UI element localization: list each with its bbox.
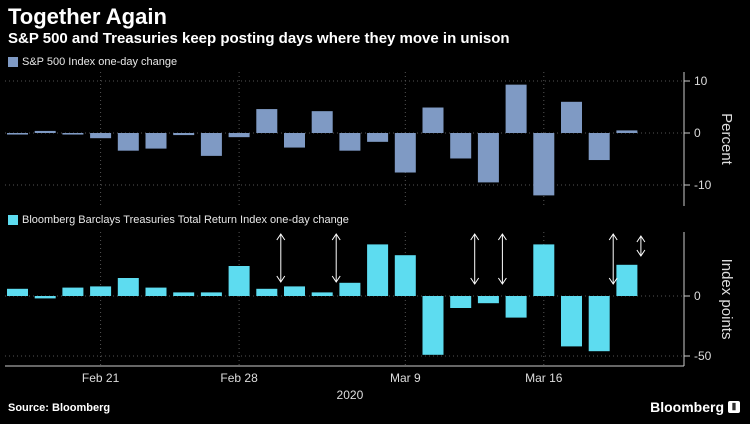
bar [117,133,139,151]
bar [311,111,333,133]
logo-text: Bloomberg [650,399,724,415]
double-arrow [276,233,286,283]
legend-tsy-label: Bloomberg Barclays Treasuries Total Retu… [22,214,349,226]
bar [117,278,139,296]
legend-spx-label: S&P 500 Index one-day change [22,56,178,68]
bar [284,133,305,148]
arrow-head-down [470,277,480,285]
x-year-label: 2020 [337,388,364,402]
y-axis-title: Percent [718,113,735,166]
double-arrow [331,233,341,283]
arrow-head-up [470,233,480,241]
double-arrow [608,233,618,285]
bloomberg-logo: Bloomberg ⦀ [650,399,740,415]
x-tick-label: Feb 28 [220,371,258,385]
arrow-head-up [608,233,618,241]
bar [311,292,333,296]
bar [145,133,167,149]
bar [7,133,28,135]
arrow-head-down [636,249,646,257]
bar [450,133,472,159]
bar [62,133,84,135]
bar [145,287,167,296]
legend-tsy-swatch [8,215,18,225]
arrow-head-down [608,277,618,285]
arrow-head-down [331,275,341,283]
arrow-head-down [497,277,507,285]
bar [422,107,444,133]
x-tick-label: Feb 21 [82,371,120,385]
y-tick-label: 0 [694,126,701,140]
bar [173,292,195,296]
bar [7,288,28,296]
bar [533,244,555,296]
bar [284,286,305,296]
bar [34,296,56,299]
bar [339,282,361,296]
arrow-head-up [636,235,646,243]
bar [228,133,250,138]
y-tick-label: 10 [694,74,708,88]
bar [505,84,527,133]
bar [90,133,112,139]
bar [450,296,472,308]
bar [90,286,112,296]
x-tick-label: Mar 9 [390,371,421,385]
y-tick-label: 0 [694,289,701,303]
bar [533,133,555,196]
bar [561,101,582,133]
double-arrow [636,235,646,257]
bar [228,266,250,296]
y-axis-title: Index points [718,259,735,340]
bar [339,133,361,151]
bar [616,130,638,133]
legend-spx: S&P 500 Index one-day change [8,56,177,68]
arrow-head-up [276,233,286,241]
bar [505,296,527,318]
source-note: Source: Bloomberg [8,402,111,414]
bar [256,109,278,133]
bar [200,133,222,156]
bar [367,244,389,296]
legend-spx-swatch [8,57,18,67]
bar [477,296,499,304]
bar [173,133,195,136]
bar [588,133,610,161]
legend-tsy: Bloomberg Barclays Treasuries Total Retu… [8,214,349,226]
bar [477,133,499,183]
x-tick-label: Mar 16 [525,371,563,385]
arrow-head-up [331,233,341,241]
bar [616,264,638,296]
bar [588,296,610,352]
y-tick-label: -10 [694,178,712,192]
logo-icon: ⦀ [728,401,740,413]
y-tick-label: -50 [694,349,712,363]
bar [34,130,56,133]
bar [367,133,389,142]
bar [561,296,582,347]
bar [394,133,416,173]
arrow-head-up [497,233,507,241]
chart-title: Together Again [8,4,167,29]
chart-subtitle: S&P 500 and Treasuries keep posting days… [8,30,510,47]
double-arrow [470,233,480,285]
bar [200,292,222,296]
arrow-head-down [276,275,286,283]
bar [62,287,84,296]
bar [256,288,278,296]
bar [422,296,444,355]
bar [394,255,416,296]
double-arrow [497,233,507,285]
